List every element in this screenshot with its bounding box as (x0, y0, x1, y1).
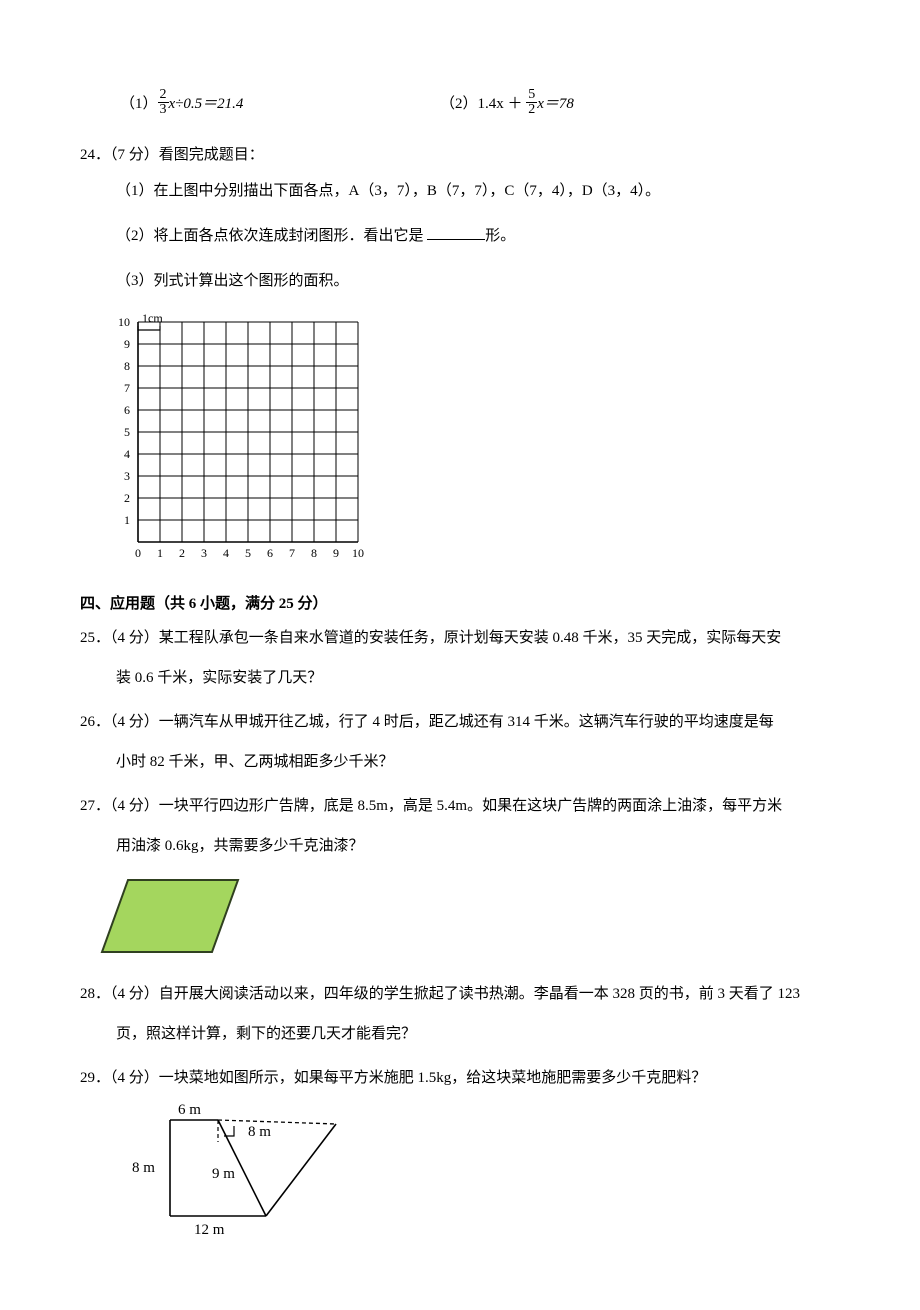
q24-sub1-text: （1）在上图中分别描出下面各点，A（3，7），B（7，7），C（7，4），D（3… (116, 183, 660, 199)
question-25: 25．（4 分）某工程队承包一条自来水管道的安装任务，原计划每天安装 0.48 … (80, 626, 840, 650)
eq1-rest: x÷0.5＝21.4 (169, 96, 244, 112)
eq2-prefix: （2）1.4x ＋ (440, 96, 526, 112)
svg-text:1: 1 (157, 546, 163, 560)
svg-text:10: 10 (352, 546, 364, 560)
svg-text:6: 6 (267, 546, 273, 560)
svg-text:4: 4 (124, 447, 130, 461)
svg-text:3: 3 (124, 469, 130, 483)
q24-header: 24．（7 分）看图完成题目： (80, 147, 264, 163)
q24-sub3: （3）列式计算出这个图形的面积。 (80, 265, 840, 298)
q26-line1: 26．（4 分）一辆汽车从甲城开往乙城，行了 4 时后，距乙城还有 314 千米… (80, 714, 774, 730)
svg-text:9: 9 (124, 337, 130, 351)
eq1-prefix: （1） (120, 96, 158, 112)
svg-text:8 m: 8 m (132, 1160, 155, 1176)
svg-text:0: 0 (135, 546, 141, 560)
svg-text:3: 3 (201, 546, 207, 560)
section-4-header: 四、应用题（共 6 小题，满分 25 分） (80, 592, 840, 616)
field-figure: 6 m 8 m 8 m 9 m 12 m (120, 1098, 840, 1256)
q26-line2: 小时 82 千米，甲、乙两城相距多少千米？ (80, 744, 840, 780)
svg-text:6: 6 (124, 403, 130, 417)
svg-text:8 m: 8 m (248, 1124, 271, 1140)
svg-text:8: 8 (311, 546, 317, 560)
question-28: 28．（4 分）自开展大阅读活动以来，四年级的学生掀起了读书热潮。李晶看一本 3… (80, 982, 840, 1006)
eq1-fraction: 23 (158, 88, 169, 117)
grid-svg: 1cm12345678910012345678910 (100, 310, 380, 570)
q24-sub2-post: 形。 (485, 228, 515, 244)
svg-text:8: 8 (124, 359, 130, 373)
parallelogram-figure (100, 874, 840, 968)
q24-sub2: （2）将上面各点依次连成封闭图形．看出它是 形。 (80, 220, 840, 253)
q25-line2: 装 0.6 千米，实际安装了几天？ (80, 660, 840, 696)
grid-figure: 1cm12345678910012345678910 (100, 310, 840, 578)
q27-line1: 27．（4 分）一块平行四边形广告牌，底是 8.5m，高是 5.4m。如果在这块… (80, 798, 782, 814)
question-26: 26．（4 分）一辆汽车从甲城开往乙城，行了 4 时后，距乙城还有 314 千米… (80, 710, 840, 734)
eq2-numerator: 5 (526, 88, 537, 103)
parallelogram-svg (100, 874, 245, 960)
q25-line1: 25．（4 分）某工程队承包一条自来水管道的安装任务，原计划每天安装 0.48 … (80, 630, 781, 646)
eq1-numerator: 2 (158, 88, 169, 103)
svg-text:2: 2 (124, 491, 130, 505)
question-27: 27．（4 分）一块平行四边形广告牌，底是 8.5m，高是 5.4m。如果在这块… (80, 794, 840, 818)
svg-text:5: 5 (124, 425, 130, 439)
svg-text:9: 9 (333, 546, 339, 560)
svg-text:1: 1 (124, 513, 130, 527)
q27-line2: 用油漆 0.6kg，共需要多少千克油漆？ (80, 828, 840, 864)
svg-text:6 m: 6 m (178, 1102, 201, 1118)
svg-text:5: 5 (245, 546, 251, 560)
equation-1: （1）23x÷0.5＝21.4 (120, 90, 440, 119)
q24-sub3-text: （3）列式计算出这个图形的面积。 (116, 273, 349, 289)
q24-sub2-pre: （2）将上面各点依次连成封闭图形．看出它是 (116, 228, 427, 244)
q24-sub1: （1）在上图中分别描出下面各点，A（3，7），B（7，7），C（7，4），D（3… (80, 175, 840, 208)
eq1-denominator: 3 (158, 103, 169, 117)
svg-text:2: 2 (179, 546, 185, 560)
eq2-denominator: 2 (526, 103, 537, 117)
q29-text: 29．（4 分）一块菜地如图所示，如果每平方米施肥 1.5kg，给这块菜地施肥需… (80, 1070, 706, 1086)
equation-row: （1）23x÷0.5＝21.4 （2）1.4x ＋ 52x＝78 (80, 90, 840, 119)
question-24: 24．（7 分）看图完成题目： (80, 143, 840, 167)
question-29: 29．（4 分）一块菜地如图所示，如果每平方米施肥 1.5kg，给这块菜地施肥需… (80, 1066, 840, 1090)
svg-text:4: 4 (223, 546, 229, 560)
eq2-rest: x＝78 (537, 96, 574, 112)
q28-line1: 28．（4 分）自开展大阅读活动以来，四年级的学生掀起了读书热潮。李晶看一本 3… (80, 986, 800, 1002)
svg-text:10: 10 (118, 315, 130, 329)
svg-text:7: 7 (289, 546, 295, 560)
svg-text:9 m: 9 m (212, 1166, 235, 1182)
eq2-fraction: 52 (526, 88, 537, 117)
svg-text:12 m: 12 m (194, 1222, 225, 1238)
q24-blank[interactable] (427, 224, 485, 241)
field-svg: 6 m 8 m 8 m 9 m 12 m (120, 1098, 350, 1248)
equation-2: （2）1.4x ＋ 52x＝78 (440, 90, 840, 119)
q28-line2: 页，照这样计算，剩下的还要几天才能看完？ (80, 1016, 840, 1052)
svg-text:7: 7 (124, 381, 130, 395)
